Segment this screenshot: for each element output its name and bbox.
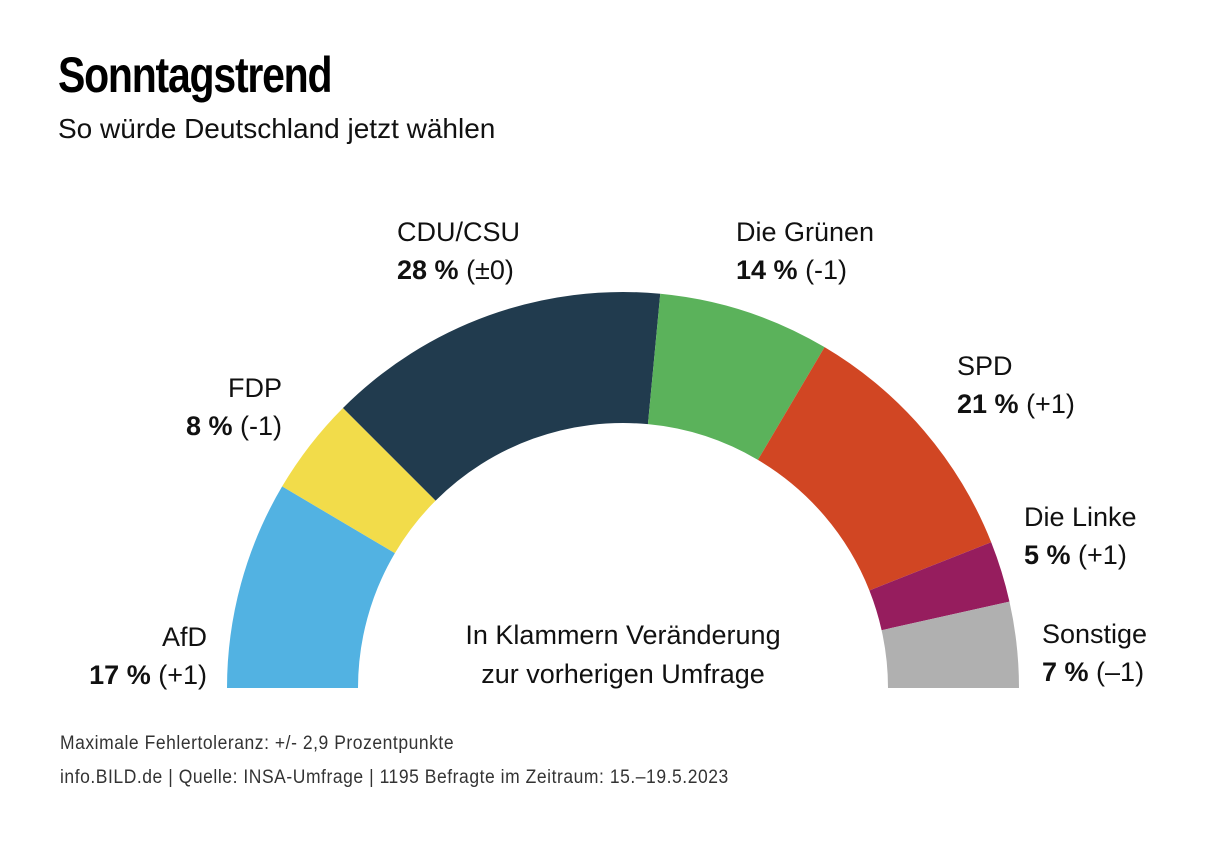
- label-fdp: FDP 8 % (-1): [186, 369, 282, 445]
- label-spd-pct: 21 %: [957, 389, 1019, 419]
- change-note-line2: zur vorherigen Umfrage: [481, 659, 765, 689]
- label-gruene-name: Die Grünen: [736, 217, 875, 247]
- slice-sonstige: [881, 601, 1019, 688]
- label-sonstige-name: Sonstige: [1042, 619, 1148, 649]
- label-spd: SPD 21 % (+1): [957, 347, 1075, 423]
- label-cdu-pct: 28 %: [397, 255, 459, 285]
- slice-die-gr-nen: [647, 293, 825, 460]
- label-gruene-change: (-1): [805, 255, 848, 285]
- slice-cdu-csu: [342, 292, 661, 501]
- chart-subtitle: So würde Deutschland jetzt wählen: [58, 113, 496, 144]
- label-afd: AfD 17 % (+1): [89, 618, 207, 694]
- label-linke-change: (+1): [1078, 540, 1127, 570]
- label-cdu: CDU/CSU 28 % (±0): [397, 213, 520, 289]
- label-spd-name: SPD: [957, 351, 1013, 381]
- label-sonstige: Sonstige 7 % (–1): [1042, 615, 1147, 691]
- label-afd-name: AfD: [161, 622, 207, 652]
- slice-spd: [757, 347, 992, 591]
- label-linke-pct: 5 %: [1024, 540, 1071, 570]
- label-gruene: Die Grünen 14 % (-1): [736, 213, 874, 289]
- source-note: info.BILD.de | Quelle: INSA-Umfrage | 11…: [60, 767, 729, 788]
- label-fdp-name: FDP: [228, 373, 282, 403]
- change-note: In Klammern Veränderung zur vorherigen U…: [465, 616, 780, 694]
- change-note-line1: In Klammern Veränderung: [465, 620, 781, 650]
- slice-afd: [227, 486, 395, 688]
- label-linke-name: Die Linke: [1024, 502, 1137, 532]
- label-gruene-pct: 14 %: [736, 255, 798, 285]
- label-sonstige-pct: 7 %: [1042, 657, 1089, 687]
- label-afd-pct: 17 %: [89, 660, 151, 690]
- label-spd-change: (+1): [1026, 389, 1075, 419]
- label-sonstige-change: (–1): [1096, 657, 1145, 687]
- label-afd-change: (+1): [158, 660, 207, 690]
- error-tolerance-note: Maximale Fehlertoleranz: +/- 2,9 Prozent…: [60, 733, 455, 754]
- label-linke: Die Linke 5 % (+1): [1024, 498, 1137, 574]
- label-cdu-change: (±0): [466, 255, 514, 285]
- chart-title: Sonntagstrend: [58, 47, 333, 103]
- slice-fdp: [282, 407, 436, 554]
- slice-die-linke: [869, 542, 1010, 631]
- label-fdp-pct: 8 %: [185, 411, 233, 441]
- label-fdp-change: (-1): [240, 411, 282, 441]
- label-cdu-name: CDU/CSU: [397, 217, 521, 247]
